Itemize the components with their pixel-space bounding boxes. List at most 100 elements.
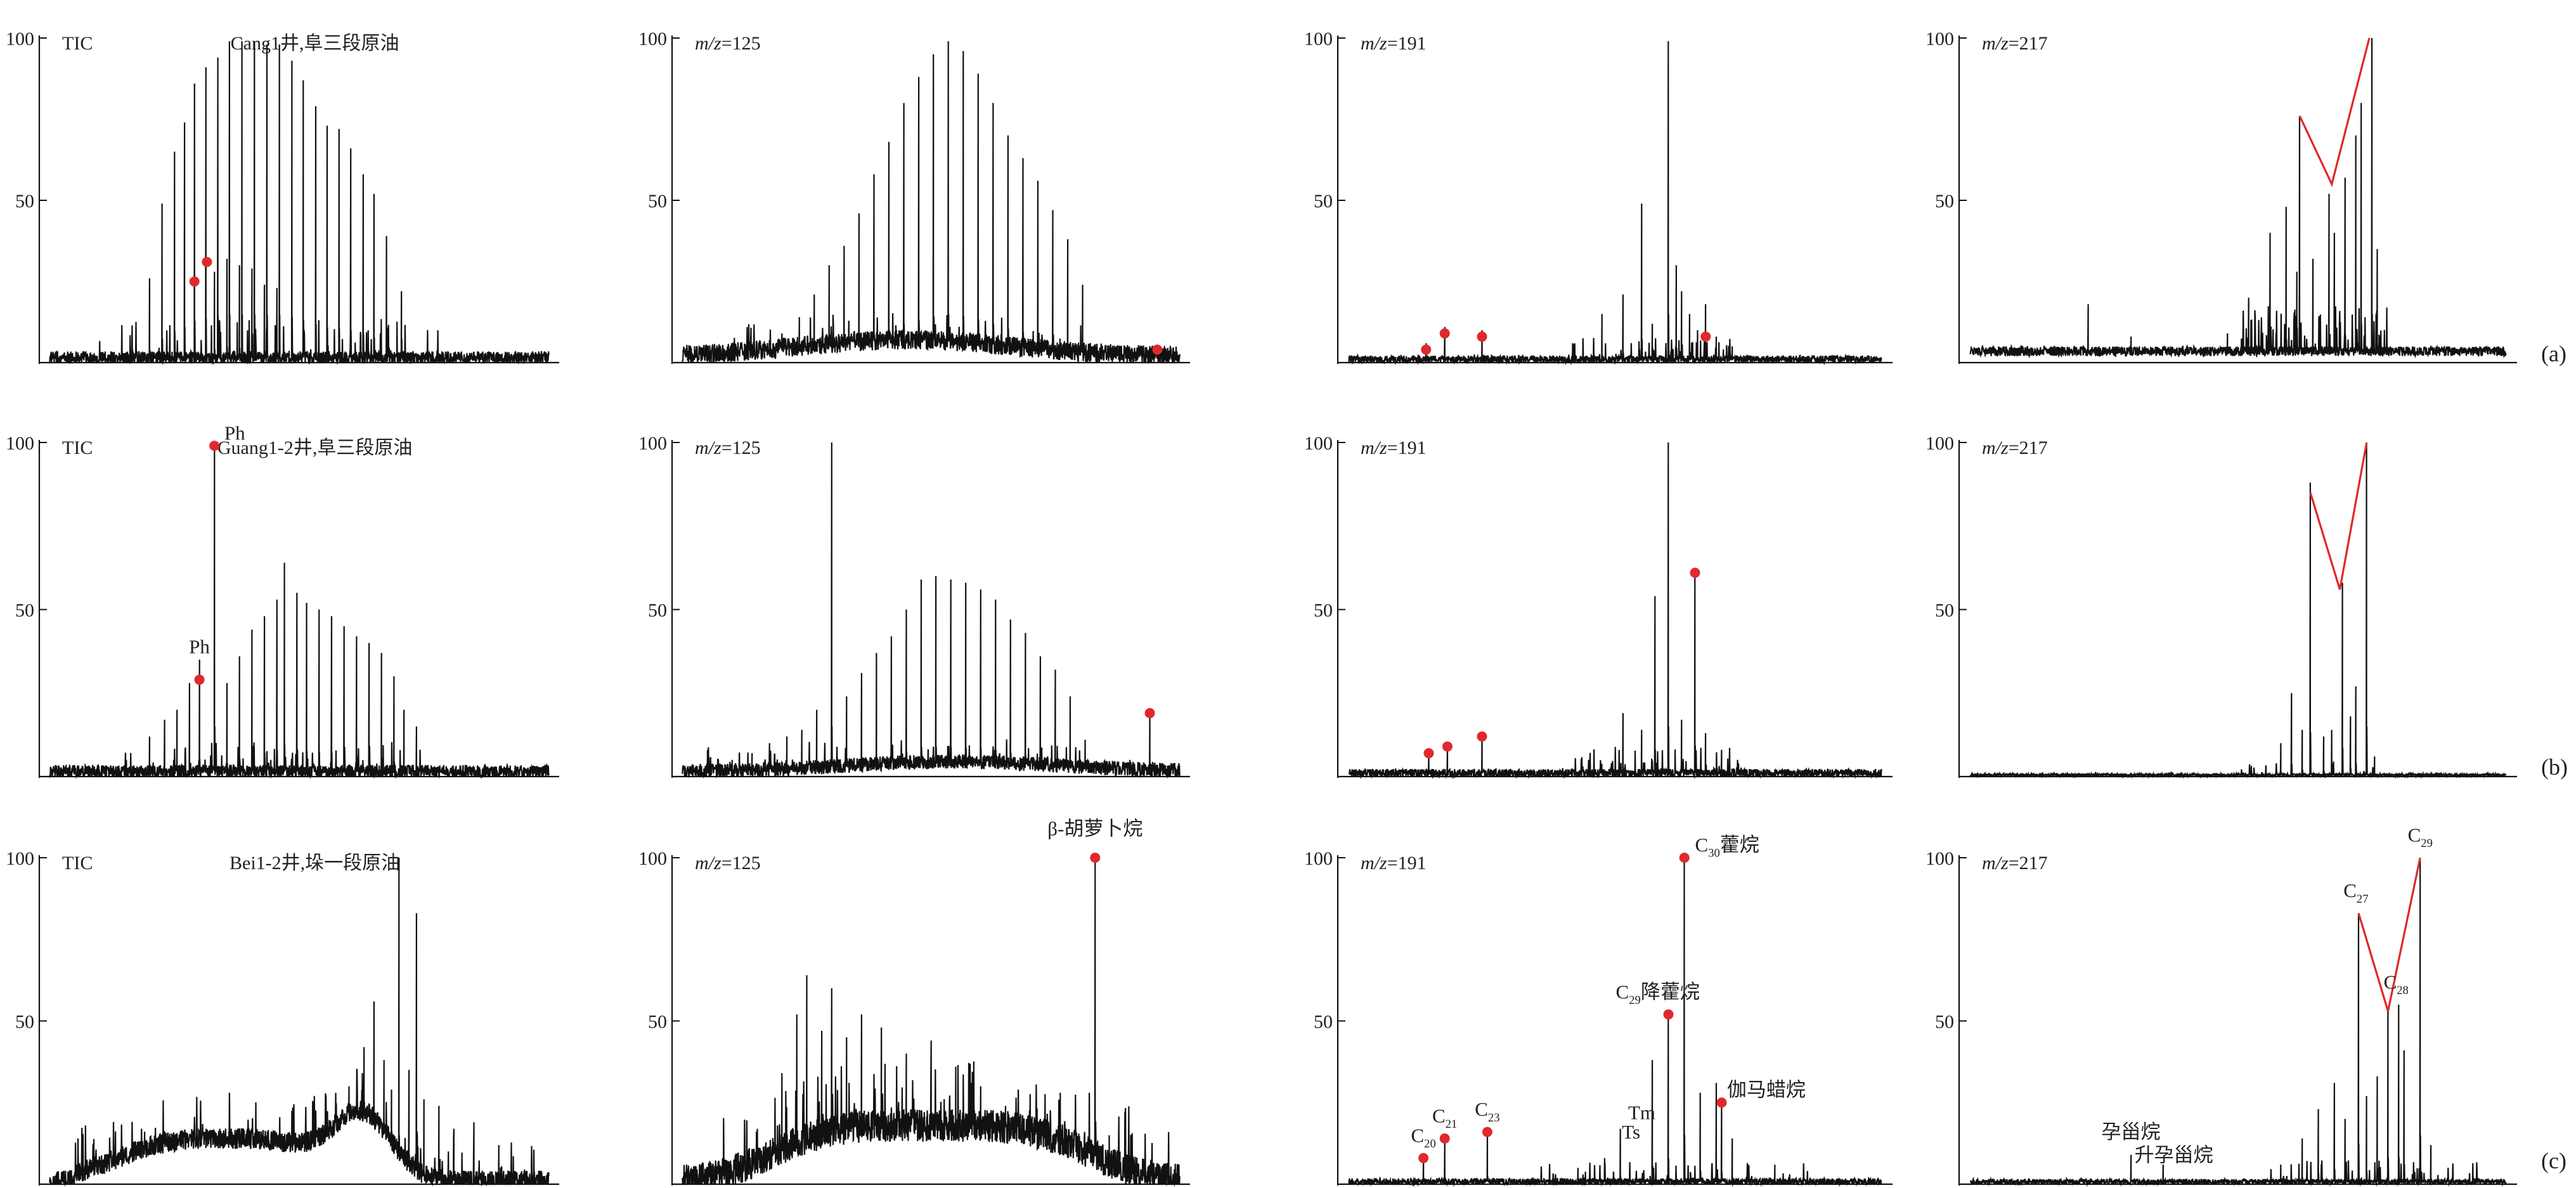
y-tick-label: 100 (1926, 433, 1954, 454)
panel-a1: 100 50 TIC Cang1井,阜三段原油 (6, 29, 559, 366)
y-tick-label: 100 (1304, 848, 1333, 869)
panel-label: m/z=191 (1361, 853, 1427, 874)
peak-marker (209, 441, 220, 451)
peak-annotation: C27 (2343, 879, 2368, 906)
peak-marker (1700, 332, 1711, 342)
peak-marker (1477, 332, 1487, 342)
peak-marker (1152, 344, 1163, 355)
peak-annotation: C30藿烷 (1695, 834, 1759, 860)
peak-marker (1418, 1152, 1429, 1163)
sterane-v-line (2298, 37, 2371, 188)
panel-label: m/z=191 (1361, 437, 1427, 458)
y-tick-label: 50 (15, 1012, 34, 1033)
peak-annotation: β-胡萝卜烷 (1047, 817, 1142, 839)
panel-label: m/z=217 (1982, 437, 2048, 458)
peak-marker (1439, 1133, 1450, 1144)
chromatogram-trace (1348, 857, 1882, 1187)
peak-annotation: 孕甾烷 (2102, 1121, 2161, 1143)
chromatogram-trace (682, 857, 1181, 1187)
peak-annotation: C29降藿烷 (1616, 981, 1700, 1007)
panel-label: m/z=217 (1982, 853, 2048, 874)
panel-label: m/z=125 (695, 437, 761, 458)
panel-a2: 100 50 m/z=125 (638, 29, 1190, 365)
panels-group: 100 50 TIC Cang1井,阜三段原油 100 50 m/z=125 100 50 m/z… (6, 29, 2517, 1187)
panel-label: TIC (62, 33, 93, 54)
chromatogram-trace (682, 41, 1181, 365)
peak-annotation: C21 (1432, 1104, 1457, 1131)
peak-annotation: Ph (224, 422, 245, 444)
panel-c1: 100 50 TIC Bei1-2井,垛一段原油 (6, 848, 559, 1187)
peak-annotation: Ph (189, 636, 210, 658)
y-tick-label: 100 (638, 29, 667, 49)
panel-b4: 100 50 m/z=217 (1926, 433, 2517, 779)
peak-marker (1090, 853, 1101, 863)
row-labels-group: (a) (b) (c) (2541, 341, 2568, 1173)
chromatogram-trace (1348, 442, 1882, 780)
panel-label: TIC (62, 437, 93, 458)
y-tick-label: 50 (15, 600, 34, 621)
peak-marker (1477, 731, 1487, 742)
peak-marker (1663, 1009, 1674, 1020)
peak-annotation: Tm (1628, 1101, 1655, 1123)
y-tick-label: 50 (15, 191, 34, 212)
sterane-v-line (2309, 442, 2368, 590)
chromatogram-trace (49, 41, 550, 366)
y-tick-label: 50 (1314, 1012, 1333, 1033)
peak-marker (1482, 1127, 1492, 1137)
panel-label: m/z=217 (1982, 33, 2048, 54)
y-tick-label: 50 (648, 600, 667, 621)
peak-annotation: 伽马蜡烷 (1727, 1078, 1806, 1101)
peak-marker (1423, 748, 1434, 759)
peak-annotation: Ts (1622, 1121, 1640, 1143)
peak-marker (1679, 853, 1690, 863)
panel-title: Bei1-2井,垛一段原油 (230, 853, 400, 874)
peak-marker (1421, 344, 1432, 355)
y-tick-label: 50 (1314, 191, 1333, 212)
y-tick-label: 50 (1935, 1012, 1954, 1033)
panel-b3: 100 50 m/z=191 (1304, 433, 1893, 780)
panel-a4: 100 50 m/z=217 (1926, 29, 2517, 364)
peak-marker (1442, 741, 1453, 752)
row-label-c: (c) (2541, 1148, 2566, 1173)
chromatogram-trace (49, 857, 550, 1187)
y-tick-label: 50 (648, 191, 667, 212)
peak-marker (1690, 567, 1700, 578)
y-tick-label: 100 (1304, 29, 1333, 49)
peak-marker (202, 257, 212, 268)
peak-annotation: C23 (1475, 1098, 1499, 1125)
peak-annotation: 升孕甾烷 (2135, 1144, 2213, 1166)
y-tick-label: 100 (1926, 29, 1954, 49)
peak-annotation: C28 (2384, 971, 2409, 997)
chromatogram-trace (1969, 442, 2507, 779)
panel-label: TIC (62, 853, 93, 874)
y-tick-label: 100 (1304, 433, 1333, 454)
y-tick-label: 100 (6, 433, 34, 454)
chromatogram-trace (1348, 41, 1882, 366)
y-tick-label: 100 (1926, 848, 1954, 869)
chromatogram-trace (49, 442, 550, 780)
panel-c2: 100 50 m/z=125 β-胡萝卜烷 (638, 817, 1190, 1187)
y-tick-label: 100 (638, 848, 667, 869)
chromatogram-trace (682, 442, 1181, 779)
chromatogram-trace (1969, 37, 2507, 359)
panel-b2: 100 50 m/z=125 (638, 433, 1190, 779)
panel-label: m/z=125 (695, 33, 761, 54)
y-tick-label: 50 (1935, 600, 1954, 621)
y-tick-label: 50 (648, 1012, 667, 1033)
peak-annotation: C20 (1411, 1124, 1435, 1151)
peak-marker (1144, 707, 1155, 718)
panel-a3: 100 50 m/z=191 (1304, 29, 1893, 366)
panel-label: m/z=125 (695, 853, 761, 874)
peak-annotation: C29 (2408, 824, 2433, 851)
panel-title: Cang1井,阜三段原油 (231, 33, 399, 54)
sterane-v-line (2357, 857, 2421, 1012)
peak-marker (1716, 1097, 1727, 1108)
panel-title: Guang1-2井,阜三段原油 (217, 437, 412, 458)
y-tick-label: 50 (1935, 191, 1954, 212)
peak-marker (1439, 328, 1450, 339)
chromatogram-trace (1970, 857, 2507, 1187)
